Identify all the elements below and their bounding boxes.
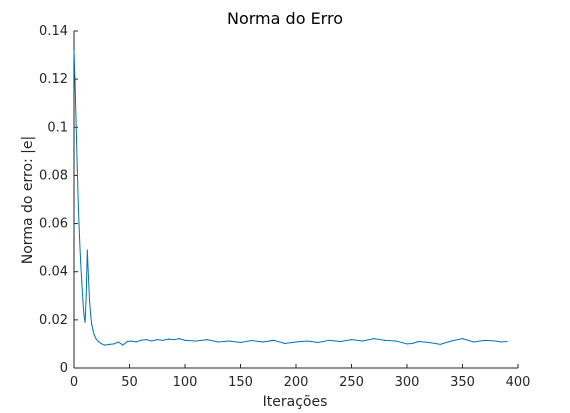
series-data-point — [96, 339, 97, 340]
chart-title: Norma do Erro — [227, 9, 343, 28]
series-data-point — [81, 281, 82, 282]
series-data-point — [406, 343, 407, 344]
series-data-point — [295, 341, 296, 342]
series-data-point — [151, 340, 152, 341]
series-data-point — [362, 340, 363, 341]
series-data-point — [218, 341, 219, 342]
y-tick-label: 0.1 — [47, 120, 68, 135]
x-tick-label: 400 — [506, 375, 531, 390]
y-tick-label: 0.02 — [39, 313, 68, 328]
series-data-point — [136, 341, 137, 342]
series-data-point — [273, 340, 274, 341]
series-data-point — [184, 340, 185, 341]
series-data-point — [229, 340, 230, 341]
series-data-point — [77, 170, 78, 171]
x-tick-label: 250 — [339, 375, 364, 390]
y-tick-label: 0.14 — [39, 24, 68, 39]
series-data-point — [101, 343, 102, 344]
series-data-point — [340, 341, 341, 342]
series-data-point — [122, 345, 123, 346]
series-data-point — [307, 340, 308, 341]
series-data-point — [76, 127, 77, 128]
y-axis-label: Norma do erro: |e| — [20, 136, 36, 264]
y-tick-label: 0.12 — [39, 72, 68, 87]
series-data-point — [412, 343, 413, 344]
series-data-point — [462, 338, 463, 339]
x-tick-label: 300 — [395, 375, 420, 390]
series-data-point — [351, 339, 352, 340]
series-data-point — [93, 334, 94, 335]
series-data-point — [146, 339, 147, 340]
series-data-point — [75, 83, 76, 84]
series-data-point — [240, 342, 241, 343]
series-data-point — [113, 343, 114, 344]
x-tick-label: 200 — [284, 375, 309, 390]
x-axis-label: Iterações — [263, 394, 328, 410]
series-data-point — [98, 341, 99, 342]
series-data-point — [418, 341, 419, 342]
series-data-point — [118, 341, 119, 342]
series-data-point — [429, 342, 430, 343]
x-tick-label: 350 — [450, 375, 475, 390]
series-data-point — [284, 343, 285, 344]
series-data-point — [83, 314, 84, 315]
series-data-point — [473, 341, 474, 342]
series-data-point — [85, 322, 86, 323]
series-data-point — [140, 340, 141, 341]
series-data-point — [179, 338, 180, 339]
series-data-point — [484, 340, 485, 341]
series-data-point — [157, 339, 158, 340]
series-data-point — [80, 261, 81, 262]
series-data-point — [329, 340, 330, 341]
series-data-point — [127, 341, 128, 342]
series-data-point — [86, 295, 87, 296]
series-data-point — [104, 345, 105, 346]
series-data-point — [384, 340, 385, 341]
series-data-point — [89, 300, 90, 301]
series-data-point — [73, 50, 74, 51]
series-data-point — [196, 340, 197, 341]
series-data-point — [90, 314, 91, 315]
series-data-point — [262, 341, 263, 342]
series-data-point — [395, 340, 396, 341]
y-tick-label: 0.08 — [39, 168, 68, 183]
series-data-point — [79, 237, 80, 238]
x-tick-label: 50 — [121, 375, 138, 390]
series-data-point — [207, 339, 208, 340]
series-data-point — [91, 324, 92, 325]
series-data-point — [168, 339, 169, 340]
series-data-point — [78, 209, 79, 210]
series-data-point — [440, 344, 441, 345]
y-tick-label: 0.04 — [39, 265, 68, 280]
series-data-point — [88, 276, 89, 277]
x-tick-label: 150 — [228, 375, 253, 390]
series-data-point — [92, 329, 93, 330]
y-tick-label: 0 — [60, 361, 68, 376]
series-data-point — [251, 340, 252, 341]
x-tick-label: 100 — [173, 375, 198, 390]
series-data-point — [82, 300, 83, 301]
series-data-point — [162, 340, 163, 341]
series-data-point — [373, 338, 374, 339]
series-data-point — [131, 340, 132, 341]
series-data-point — [506, 341, 507, 342]
series-data-point — [87, 249, 88, 250]
series-data-point — [318, 342, 319, 343]
series-data-point — [451, 340, 452, 341]
series-data-point — [173, 339, 174, 340]
x-tick-label: 0 — [70, 375, 78, 390]
y-tick-label: 0.06 — [39, 217, 68, 232]
series-data-point — [109, 344, 110, 345]
series-data-point — [501, 341, 502, 342]
series-data-point — [495, 340, 496, 341]
